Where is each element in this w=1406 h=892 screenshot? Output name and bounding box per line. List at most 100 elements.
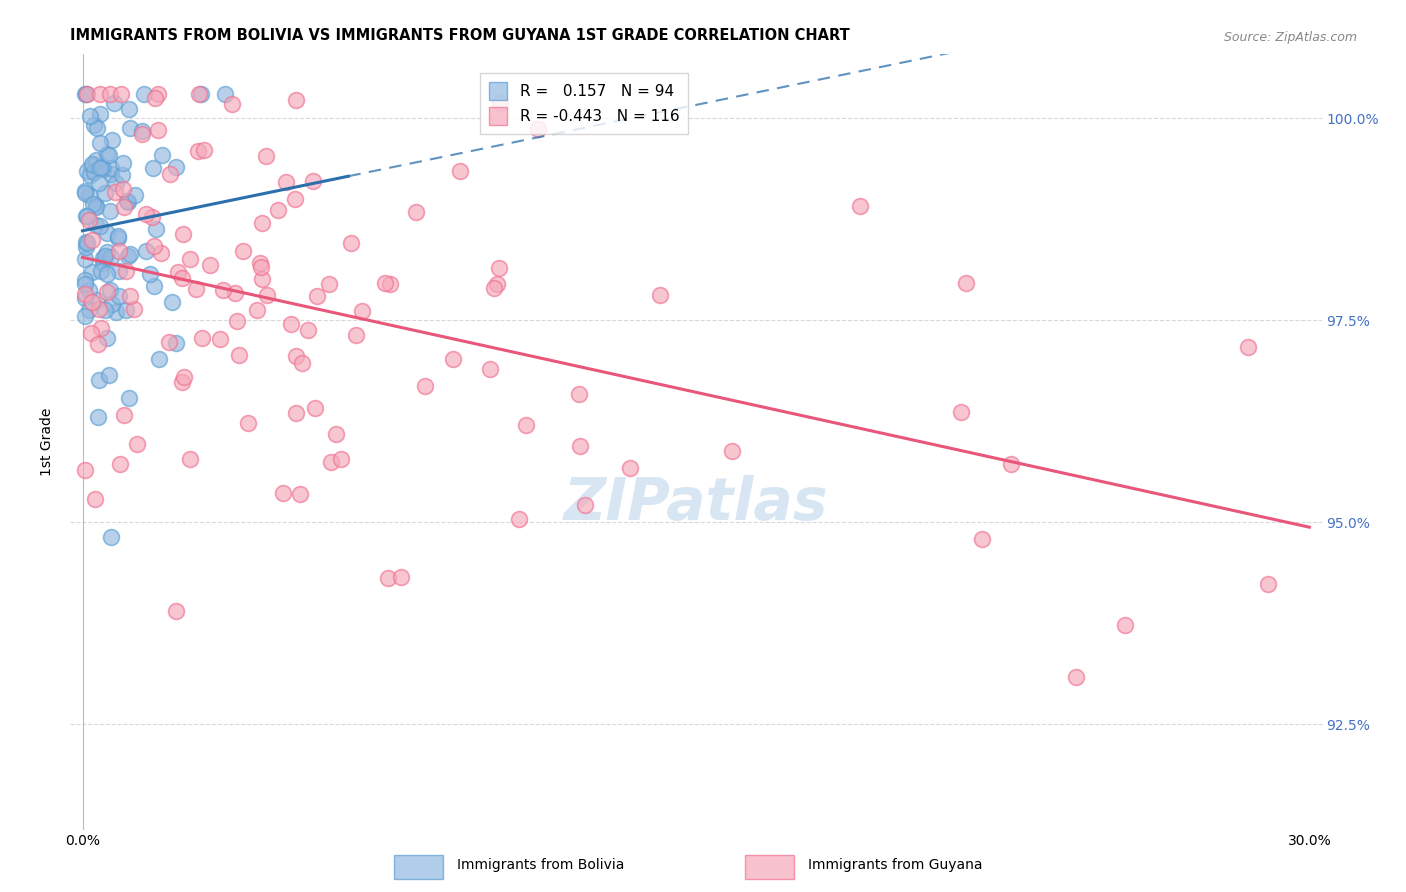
Point xyxy=(89,107,111,121)
Point xyxy=(441,352,464,367)
Point xyxy=(82,156,104,170)
Point xyxy=(226,314,249,328)
Point xyxy=(972,533,994,547)
Point xyxy=(141,210,163,224)
Point xyxy=(86,293,108,307)
Point xyxy=(166,335,188,350)
Point xyxy=(73,184,96,198)
Point xyxy=(84,218,107,232)
Point xyxy=(297,323,319,337)
Point xyxy=(75,209,97,223)
Point xyxy=(165,160,187,174)
Point xyxy=(90,160,112,174)
Point xyxy=(172,227,194,241)
Point xyxy=(117,249,139,263)
Point xyxy=(82,197,104,211)
Point xyxy=(374,276,396,290)
Point xyxy=(79,109,101,123)
Point xyxy=(101,133,124,147)
Point xyxy=(148,123,170,137)
Point xyxy=(87,301,110,316)
Point xyxy=(378,277,401,291)
Point xyxy=(291,356,314,370)
Point xyxy=(82,160,104,174)
Point xyxy=(1114,618,1136,632)
Point xyxy=(90,263,112,277)
Point xyxy=(96,227,118,241)
Point xyxy=(73,309,96,323)
Point xyxy=(96,245,118,260)
Point xyxy=(1000,457,1022,471)
Point xyxy=(131,127,153,141)
Point xyxy=(515,417,537,432)
Point xyxy=(172,270,194,285)
Point xyxy=(87,337,110,351)
Point xyxy=(107,229,129,244)
Point xyxy=(139,268,162,282)
Point xyxy=(89,136,111,151)
Point xyxy=(160,294,183,309)
Point xyxy=(117,194,139,209)
Point xyxy=(83,164,105,178)
Point xyxy=(100,250,122,264)
Point xyxy=(569,439,592,453)
FancyBboxPatch shape xyxy=(394,855,443,879)
Point xyxy=(148,87,170,101)
Point xyxy=(132,87,155,101)
Point xyxy=(100,168,122,182)
Point xyxy=(157,334,180,349)
Point xyxy=(73,291,96,305)
Point xyxy=(91,161,114,176)
Point xyxy=(325,426,347,441)
Point xyxy=(307,289,329,303)
Point xyxy=(73,186,96,201)
Point xyxy=(271,486,294,500)
Point xyxy=(89,176,111,190)
Point xyxy=(97,148,120,162)
Point xyxy=(1064,670,1087,684)
Point xyxy=(76,235,98,250)
Point xyxy=(232,244,254,259)
Point xyxy=(285,349,308,363)
Point xyxy=(574,498,596,512)
Point xyxy=(79,212,101,227)
Point xyxy=(389,570,412,584)
Point xyxy=(256,288,278,302)
Point xyxy=(159,167,181,181)
Point xyxy=(87,410,110,425)
Point xyxy=(100,283,122,297)
Text: Source: ZipAtlas.com: Source: ZipAtlas.com xyxy=(1223,31,1357,45)
Point xyxy=(142,161,165,175)
Point xyxy=(415,379,437,393)
Point xyxy=(117,391,139,405)
Point xyxy=(405,205,427,219)
Point xyxy=(250,216,273,230)
Point xyxy=(208,332,231,346)
Point xyxy=(122,301,145,316)
Point xyxy=(619,461,641,475)
Point xyxy=(135,207,157,221)
FancyBboxPatch shape xyxy=(745,855,794,879)
Point xyxy=(191,330,214,344)
Point xyxy=(188,87,211,101)
Point xyxy=(89,373,111,387)
Point xyxy=(131,124,153,138)
Point xyxy=(721,444,744,458)
Point xyxy=(90,320,112,334)
Point xyxy=(73,277,96,291)
Point xyxy=(125,437,148,451)
Point xyxy=(648,288,671,302)
Point xyxy=(165,603,187,617)
Point xyxy=(108,244,131,259)
Point xyxy=(118,288,141,302)
Point xyxy=(166,265,188,279)
Point xyxy=(150,246,173,260)
Point xyxy=(86,121,108,136)
Point xyxy=(508,511,530,525)
Point xyxy=(568,387,591,401)
Point xyxy=(212,283,235,297)
Point xyxy=(950,405,973,419)
Y-axis label: 1st Grade: 1st Grade xyxy=(41,408,55,475)
Point xyxy=(96,285,118,299)
Point xyxy=(118,102,141,116)
